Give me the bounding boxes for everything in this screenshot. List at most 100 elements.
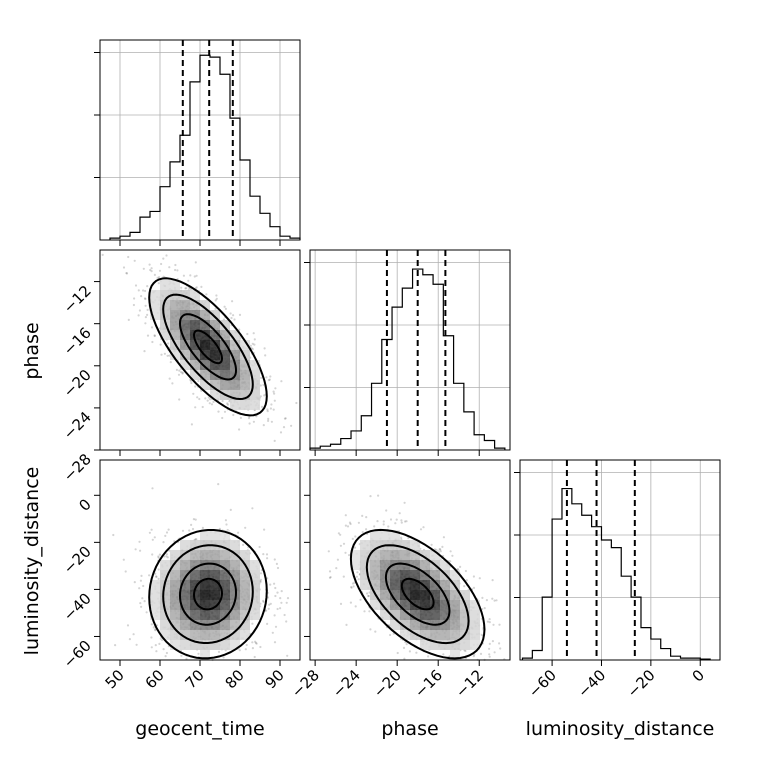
density-cell [410, 590, 420, 600]
scatter-point [225, 523, 228, 526]
scatter-point [142, 289, 145, 292]
scatter-point [402, 646, 406, 650]
density-cell [180, 340, 190, 350]
contour-line [162, 544, 254, 644]
density-cell [390, 600, 400, 610]
scatter-point [419, 528, 423, 531]
density-cell [390, 620, 400, 630]
scatter-point [259, 580, 262, 584]
scatter-point [233, 318, 236, 321]
scatter-point [259, 395, 262, 398]
density-cell [170, 560, 180, 570]
scatter-point [251, 641, 254, 644]
scatter-point [259, 645, 262, 649]
scatter-point [491, 579, 494, 582]
x-axis-luminosity-distance-vs-geocent-time-tick-label: 50 [102, 666, 128, 692]
density-cell [230, 640, 240, 650]
scatter-point [133, 297, 136, 300]
scatter-point [165, 531, 169, 534]
scatter-point [139, 549, 142, 552]
density-cell [390, 550, 400, 560]
density-cell [250, 380, 260, 390]
density-cell [170, 640, 180, 650]
density-cell [390, 590, 400, 600]
scatter-point [367, 594, 370, 598]
scatter-point [251, 342, 254, 345]
scatter-point [253, 338, 256, 341]
scatter-point [194, 261, 197, 264]
contour-line [162, 293, 254, 401]
density-cell [410, 550, 420, 560]
scatter-point [140, 295, 143, 298]
scatter-point [376, 520, 379, 523]
scatter-point [157, 568, 160, 571]
scatter-point [451, 554, 454, 557]
scatter-point [491, 597, 494, 600]
scatter-point [472, 655, 475, 658]
scatter-point [217, 650, 221, 654]
density-cell [390, 580, 400, 590]
density-cell [380, 600, 390, 610]
density-cell [210, 380, 220, 390]
density-cell [150, 300, 160, 310]
density-cell [440, 610, 450, 620]
scatter-point [427, 655, 430, 658]
scatter-point [150, 326, 154, 329]
x-axis-luminosity-distance-vs-geocent-time-tick-label: 90 [262, 666, 288, 692]
density-cell [250, 560, 260, 570]
density-cell [470, 610, 480, 620]
scatter-point [197, 379, 200, 383]
scatter-point [125, 272, 129, 275]
scatter-point [223, 305, 226, 308]
density-cell [410, 610, 420, 620]
density-cell [200, 580, 210, 590]
scatter-point [180, 286, 183, 289]
density-cell [220, 590, 230, 600]
scatter-point [255, 642, 258, 645]
density-cell [380, 590, 390, 600]
scatter-point [495, 599, 498, 602]
density-cell [400, 620, 410, 630]
scatter-point [244, 526, 247, 529]
density-cell [180, 360, 190, 370]
density-cell [360, 570, 370, 580]
density-cell [400, 580, 410, 590]
density-cell [170, 350, 180, 360]
scatter-point [162, 275, 165, 278]
density-cell [430, 550, 440, 560]
x-axis-luminosity-distance-tick-label: −40 [574, 666, 609, 701]
scatter-point [140, 605, 143, 608]
scatter-point [422, 526, 425, 529]
scatter-point [492, 623, 495, 626]
density-cell [400, 570, 410, 580]
scatter-point [181, 371, 184, 374]
density-cell [230, 560, 240, 570]
scatter-point [141, 597, 144, 600]
scatter-point [394, 522, 397, 525]
scatter-point [270, 403, 273, 406]
scatter-point [251, 622, 254, 625]
scatter-point [336, 558, 339, 561]
scatter-point [232, 413, 235, 417]
density-cell [150, 610, 160, 620]
scatter-point [353, 546, 357, 549]
density-cell [430, 610, 440, 620]
density-cell [170, 330, 180, 340]
density-cell [150, 600, 160, 610]
scatter-point [195, 274, 198, 277]
density-cell [250, 360, 260, 370]
density-cell [200, 600, 210, 610]
density-cell [390, 610, 400, 620]
scatter-point [137, 314, 140, 317]
scatter-point [205, 293, 208, 296]
density-cell [250, 610, 260, 620]
scatter-point [351, 537, 354, 541]
density-cell [200, 560, 210, 570]
scatter-point [389, 633, 392, 637]
density-cell [240, 370, 250, 380]
scatter-point [146, 313, 149, 316]
scatter-point [155, 575, 158, 579]
scatter-point [245, 643, 248, 647]
density-cell [210, 330, 220, 340]
y-axis-phase-vs-geocent-time-tick-label: −16 [60, 324, 95, 359]
